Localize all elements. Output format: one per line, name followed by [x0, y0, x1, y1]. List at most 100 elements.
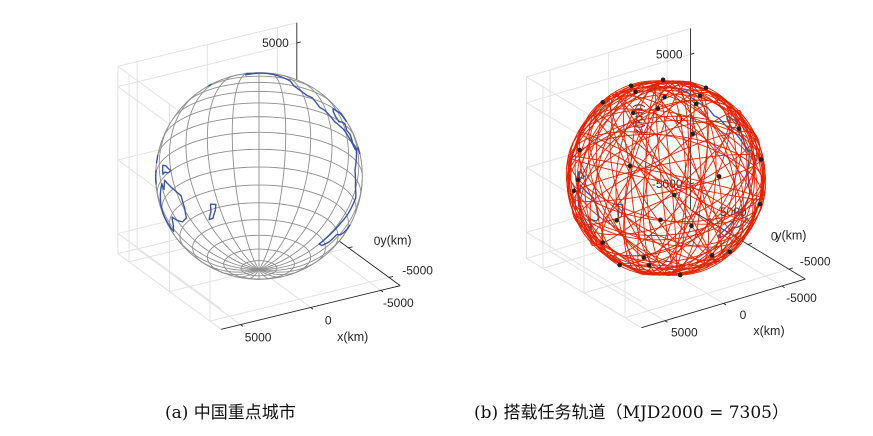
a-earth: [154, 72, 363, 280]
a-wall-grid-z: [117, 42, 297, 88]
b-station-point: [600, 100, 606, 105]
b-ylabel: y(km): [775, 228, 806, 242]
a-coastline: [318, 148, 358, 247]
a-meridian: [258, 81, 333, 271]
a-coastlines: [154, 72, 361, 247]
a-meridian: [258, 269, 271, 280]
a-coastline: [208, 83, 212, 87]
a-coastline: [159, 179, 188, 233]
a-y-tick: [310, 307, 314, 310]
b-orbit: [576, 81, 756, 275]
a-meridian: [258, 122, 360, 271]
b-x-tick: [747, 242, 752, 245]
b-station-point: [689, 223, 694, 229]
chart-a-canvas: 50000-5000-500005000-500005000y(km)x(km)…: [117, 22, 433, 344]
a-parallel: [225, 219, 326, 264]
b-orbit: [588, 95, 744, 261]
b-coastline: [716, 150, 751, 239]
b-station-point: [655, 106, 661, 111]
b-y-axis-line: [641, 278, 806, 329]
a-floor-grid-x: [209, 276, 390, 322]
b-stations: [571, 77, 764, 278]
a-meridian: [258, 269, 300, 276]
b-x-tick: [788, 267, 793, 270]
b-y-tick: [723, 302, 727, 306]
b-station-point: [727, 249, 732, 255]
a-parallel: [163, 107, 211, 136]
a-xlabel: x(km): [337, 330, 368, 344]
b-orbit: [566, 115, 766, 241]
b-station-point: [614, 218, 619, 223]
b-xlabel: x(km): [753, 324, 784, 338]
a-coastline: [155, 154, 159, 164]
b-station-point: [646, 263, 652, 268]
a-parallel: [161, 172, 211, 215]
chart-b-canvas: 50000-5000-500005000-500005000y(km)x(km)…: [526, 27, 831, 339]
b-station-point: [757, 201, 763, 207]
a-floor-grid-y: [136, 248, 241, 325]
a-parallel: [207, 148, 362, 196]
a-z-tick-label: 5000: [262, 36, 289, 50]
b-floor-grid-x: [624, 268, 790, 319]
a-meridian: [258, 269, 283, 278]
a-x-tick: [348, 246, 353, 249]
b-z-tick: [690, 52, 695, 55]
b-orbits: [565, 80, 767, 276]
b-station-point: [658, 217, 663, 223]
b-orbit: [590, 109, 742, 247]
b-orbit: [584, 81, 748, 275]
b-floor-grid-y: [549, 250, 666, 322]
b-orbit: [623, 80, 709, 276]
a-meridian: [247, 269, 260, 280]
a-meridian: [258, 180, 363, 271]
caption-b: (b) 搭载任务轨道（MJD2000 = 7305）: [474, 403, 789, 423]
a-x-tick-label: 0: [374, 234, 381, 248]
a-parallel: [179, 206, 220, 249]
a-y-tick-label: 5000: [245, 330, 272, 344]
a-meridian: [235, 269, 260, 278]
b-y-tick: [664, 320, 668, 323]
a-ylabel: y(km): [380, 233, 411, 247]
b-station-point: [571, 188, 577, 194]
b-orbit: [578, 80, 754, 276]
b-backwall-grid-z: [526, 102, 642, 173]
a-meridian: [158, 122, 260, 271]
b-orbit: [567, 109, 765, 247]
b-x-tick-label: -5000: [800, 254, 831, 268]
b-orbit: [567, 85, 765, 271]
a-top-edge-y: [117, 22, 297, 67]
a-parallel: [206, 131, 363, 174]
b-station-point: [630, 110, 636, 116]
a-x-tick: [388, 276, 394, 278]
b-station-point: [627, 163, 633, 169]
a-coastline: [161, 164, 172, 175]
b-z-tick-label: 0: [676, 112, 683, 126]
b-z-tick: [690, 182, 695, 185]
a-floor-edge-x: [117, 253, 222, 330]
chart-panel-b: 5000 0 -5000 -5000 0 5000 -5000 0 5000 y(km) x(km)…: [437, 0, 873, 436]
a-y-tick-label: 0: [325, 313, 332, 327]
a-parallel: [155, 137, 208, 174]
caption-a: (a) 中国重点城市: [165, 403, 296, 423]
b-station-point: [697, 93, 703, 99]
a-meridian: [206, 75, 260, 271]
a-parallel: [210, 166, 357, 215]
b-station-point: [672, 192, 677, 198]
b-floor-edge-x: [526, 257, 642, 329]
b-station-point: [600, 240, 606, 245]
a-coastline: [355, 146, 361, 155]
a-meridian: [185, 81, 260, 271]
chart-panel-a: 50000-5000-500005000-500005000y(km)x(km)…: [0, 0, 436, 436]
b-y-tick-label: 5000: [671, 325, 698, 339]
b-station-point: [577, 147, 582, 153]
a-parallel: [157, 122, 209, 155]
b-station-point: [633, 89, 638, 95]
a-parallel: [232, 234, 312, 275]
b-station-point: [716, 174, 722, 179]
a-meridian: [198, 259, 260, 273]
b-coastline: [748, 149, 757, 164]
b-orbit: [609, 82, 723, 274]
a-parallel: [225, 75, 314, 89]
b-orbit: [579, 99, 753, 257]
b-orbit: [608, 93, 724, 263]
